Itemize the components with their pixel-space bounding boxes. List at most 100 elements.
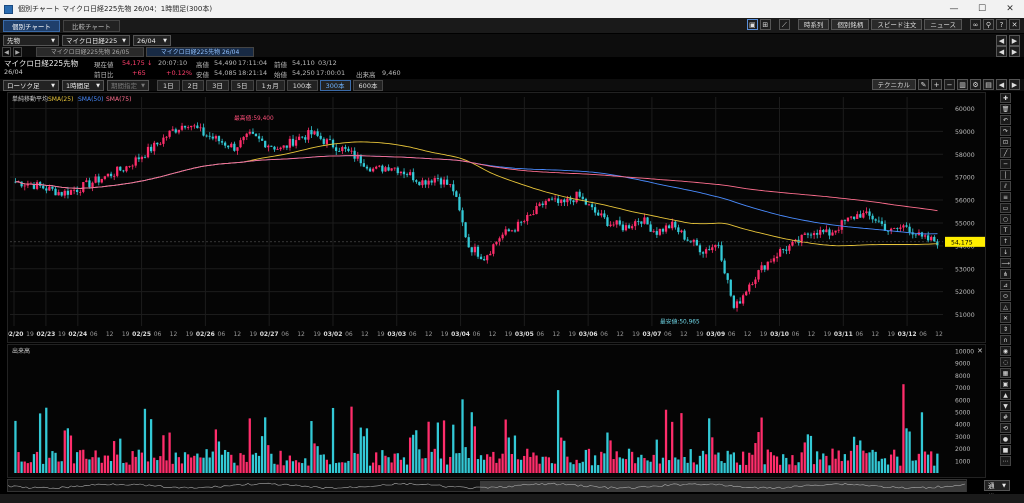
ray-icon[interactable]: ⟶ (1000, 258, 1011, 268)
measure-icon[interactable]: ⇕ (1000, 324, 1011, 334)
trash-icon[interactable]: 🗑 (1000, 104, 1011, 114)
candle-body (704, 249, 708, 254)
scroll-up-icon[interactable]: ▲ (1000, 390, 1011, 400)
zoom-in-icon[interactable]: + (931, 79, 942, 90)
controls-row: ローソク足 ▼ 1時間足 ▼ 期間指定 ▼ 1日 2日 3日 5日 1ヵ月 100本 … (0, 79, 1024, 91)
range-2d-button[interactable]: 2日 (181, 79, 205, 91)
scroll-left-icon[interactable]: ◀ (996, 35, 1007, 46)
redo-icon[interactable]: ↷ (1000, 126, 1011, 136)
candle-body (893, 228, 896, 229)
channel-icon[interactable]: ⫽ (1000, 181, 1011, 191)
chart-type-select[interactable]: ローソク足 ▼ (3, 79, 59, 91)
technical-button[interactable]: テクニカル (871, 79, 916, 90)
candle-body (606, 217, 609, 226)
speed-order-button[interactable]: スピード注文 (871, 19, 923, 30)
candle-body (211, 136, 214, 139)
arrow-up-icon[interactable]: ↑ (1000, 236, 1011, 246)
tab-individual-chart[interactable]: 個別チャート (3, 19, 60, 32)
square-icon[interactable]: ■ (1000, 445, 1011, 455)
news-button[interactable]: ニュース (924, 19, 962, 30)
expand-right-icon[interactable]: ▶ (1009, 79, 1020, 90)
layout-grid-icon[interactable]: ⊞ (759, 19, 771, 30)
collapse-left-icon[interactable]: ◀ (996, 79, 1007, 90)
eye-icon[interactable]: ◉ (1000, 346, 1011, 356)
draw-line-icon[interactable]: ⟋ (778, 19, 790, 30)
tab-scroll-left-icon[interactable]: ◀ (996, 46, 1007, 57)
pen-icon[interactable]: ✎ (918, 79, 929, 90)
settings-icon[interactable]: ⚙ (970, 79, 981, 90)
range-3d-button[interactable]: 3日 (206, 79, 229, 91)
navigator-strip[interactable] (7, 479, 967, 492)
market-select[interactable]: 先物 ▼ (3, 34, 59, 46)
ellipse-icon[interactable]: ⬭ (1000, 291, 1011, 301)
rectangle-icon[interactable]: ▭ (1000, 203, 1011, 213)
pitchfork-icon[interactable]: ⋔ (1000, 269, 1011, 279)
scroll-down-icon[interactable]: ▼ (1000, 401, 1011, 411)
save-icon[interactable]: ▣ (1000, 379, 1011, 389)
product-select[interactable]: マイクロ日経225先物 ▼ (62, 34, 130, 56)
individual-stock-button[interactable]: 個別銘柄 (831, 19, 870, 30)
gann-icon[interactable]: ⊿ (1000, 280, 1011, 290)
price-chart[interactable]: 51000 52000 53000 54000 55000 56000 57000 58000… (5, 92, 986, 343)
volume-bar (806, 434, 809, 473)
cross-icon[interactable]: ✕ (1000, 313, 1011, 323)
triangle-icon[interactable]: △ (1000, 302, 1011, 312)
trendline-icon[interactable]: ╱ (1000, 148, 1011, 158)
lock-icon[interactable]: ⊡ (1000, 137, 1011, 147)
text-icon[interactable]: T (1000, 225, 1011, 235)
volume-bar (627, 448, 631, 473)
interval-select[interactable]: 1時間足 ▼ (62, 79, 104, 91)
undo-icon[interactable]: ↶ (1000, 115, 1011, 125)
symbol-tab-2604[interactable]: マイクロ日経225先物 26/04 (146, 46, 254, 57)
reset-icon[interactable]: ⟲ (1000, 423, 1011, 433)
candle-body (97, 176, 100, 183)
contract-select[interactable]: 26/04 ▼ (133, 34, 171, 46)
volume-chart[interactable]: 出来高 1000 2000 3000 4000 5000 6000 7000 8000 9000 1… (7, 344, 986, 478)
volume-bar (714, 454, 717, 473)
capture-icon[interactable]: ▤ (983, 79, 994, 90)
bar-chart-icon[interactable]: ▥ (957, 79, 968, 90)
pin-icon[interactable]: ⚲ (983, 19, 994, 30)
scale-select[interactable]: 通常 ▼ (984, 480, 1010, 501)
circle-icon[interactable]: ○ (1000, 214, 1011, 224)
window-close-button[interactable]: ✕ (1006, 4, 1014, 14)
tab-comparison-chart[interactable]: 比較チャート (62, 19, 120, 32)
bullet-icon[interactable]: ● (1000, 434, 1011, 444)
range-100-button[interactable]: 100本 (286, 79, 318, 91)
scroll-right-icon[interactable]: ▶ (1009, 35, 1020, 46)
range-5d-button[interactable]: 5日 (230, 79, 254, 91)
arrow-down-icon[interactable]: ↓ (1000, 247, 1011, 257)
vertical-line-icon[interactable]: │ (1000, 170, 1011, 180)
horizontal-line-icon[interactable]: ─ (1000, 159, 1011, 169)
zoom-out-icon[interactable]: − (944, 79, 955, 90)
next-arrow-icon[interactable]: ▶ (13, 46, 22, 57)
crosshair-icon[interactable]: ✚ (1000, 93, 1011, 103)
help-icon[interactable]: ? (996, 19, 1007, 30)
candle-body (91, 182, 94, 188)
range-300-button[interactable]: 300本 (319, 79, 351, 91)
layers-icon[interactable]: ▦ (1000, 368, 1011, 378)
layout-single-icon[interactable]: ▣ (746, 19, 758, 30)
close-icon[interactable]: ✕ (1009, 19, 1020, 30)
volume-bar (57, 461, 60, 473)
candle-body (621, 224, 624, 231)
maximize-button[interactable]: ☐ (977, 4, 987, 14)
tab-scroll-right-icon[interactable]: ▶ (1009, 46, 1020, 57)
magnet-icon[interactable]: ∩ (1000, 335, 1011, 345)
minimize-button[interactable]: — (949, 4, 959, 14)
volume-bar (381, 450, 384, 473)
timeseries-button[interactable]: 時系列 (797, 19, 830, 30)
date-range-input[interactable]: 期間指定 ▼ (107, 79, 149, 91)
fibonacci-icon[interactable]: ≡ (1000, 192, 1011, 202)
hide-icon[interactable]: ◌ (1000, 357, 1011, 367)
link-icon[interactable]: ∞ (970, 19, 981, 30)
more-icon[interactable]: ⋯ (1000, 456, 1011, 466)
candle-body (399, 171, 402, 174)
symbol-tab-2605[interactable]: マイクロ日経225先物 26/05 (36, 46, 144, 57)
range-600-button[interactable]: 600本 (352, 79, 384, 91)
range-1m-button[interactable]: 1ヵ月 (255, 79, 285, 91)
prev-arrow-icon[interactable]: ◀ (2, 46, 11, 57)
grid-icon[interactable]: # (1000, 412, 1011, 422)
candle-body (695, 239, 698, 246)
range-1d-button[interactable]: 1日 (157, 79, 180, 91)
